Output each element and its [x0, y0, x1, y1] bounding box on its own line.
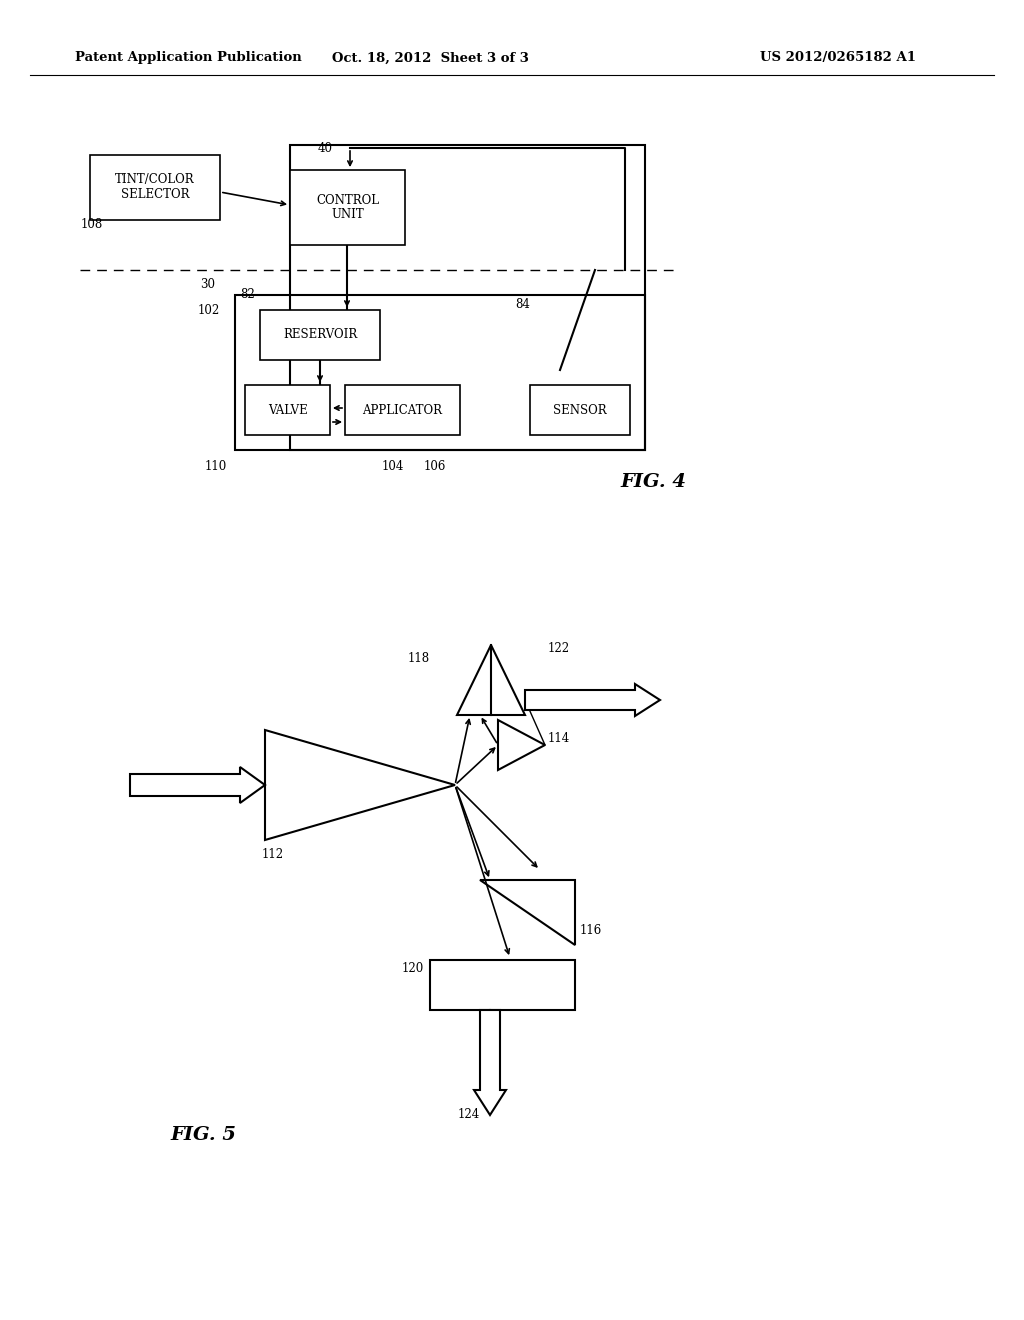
- Text: 116: 116: [580, 924, 602, 936]
- Text: CONTROL
UNIT: CONTROL UNIT: [316, 194, 379, 222]
- FancyArrow shape: [525, 684, 660, 715]
- Text: 112: 112: [262, 849, 284, 862]
- Text: 106: 106: [424, 459, 446, 473]
- Text: 40: 40: [318, 141, 333, 154]
- Text: FIG. 4: FIG. 4: [620, 473, 686, 491]
- FancyArrow shape: [130, 767, 265, 803]
- Text: Patent Application Publication: Patent Application Publication: [75, 51, 302, 65]
- Text: TINT/COLOR
SELECTOR: TINT/COLOR SELECTOR: [115, 173, 195, 202]
- Text: 124: 124: [458, 1109, 480, 1122]
- Text: US 2012/0265182 A1: US 2012/0265182 A1: [760, 51, 916, 65]
- Text: SENSOR: SENSOR: [553, 404, 607, 417]
- Bar: [290, 145, 645, 450]
- Text: RESERVOIR: RESERVOIR: [283, 329, 357, 342]
- Bar: [245, 385, 330, 436]
- Bar: [345, 385, 460, 436]
- Text: Oct. 18, 2012  Sheet 3 of 3: Oct. 18, 2012 Sheet 3 of 3: [332, 51, 528, 65]
- Text: 120: 120: [401, 961, 424, 974]
- Bar: [234, 294, 645, 450]
- Text: 30: 30: [200, 279, 215, 290]
- Bar: [260, 310, 380, 360]
- Text: APPLICATOR: APPLICATOR: [362, 404, 442, 417]
- Bar: [290, 170, 406, 246]
- Text: 110: 110: [205, 459, 227, 473]
- Text: 84: 84: [515, 298, 529, 312]
- Text: 118: 118: [408, 652, 430, 664]
- Text: 82: 82: [241, 289, 255, 301]
- Text: 102: 102: [198, 304, 220, 317]
- Text: 108: 108: [81, 219, 103, 231]
- FancyArrow shape: [474, 1010, 506, 1115]
- Text: 114: 114: [548, 731, 570, 744]
- Bar: [530, 385, 630, 436]
- Text: FIG. 5: FIG. 5: [170, 1126, 236, 1144]
- Text: VALVE: VALVE: [267, 404, 307, 417]
- Text: 122: 122: [548, 642, 570, 655]
- Text: 104: 104: [382, 459, 404, 473]
- Bar: [90, 154, 220, 220]
